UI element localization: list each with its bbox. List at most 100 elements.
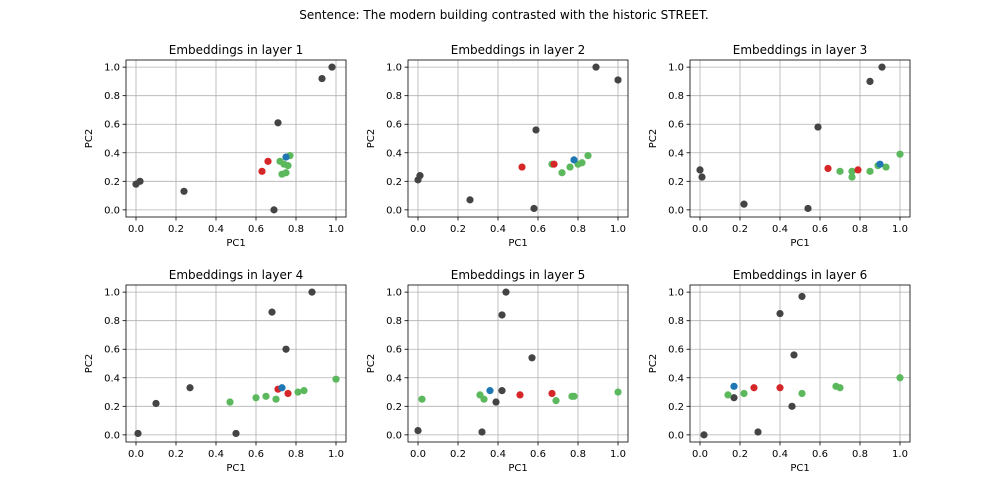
scatter-point-other	[532, 126, 540, 134]
scatter-point-other	[700, 431, 708, 439]
scatter-point-green	[740, 389, 748, 398]
scatter-point-green	[896, 150, 904, 158]
subplot-layer-6: 0.0 0.2 0.4 0.6 0.8 1.0 0.0 0.2 0.4 0.6 0.8 1.0 Embe…	[648, 268, 911, 474]
scatter-point-other	[592, 63, 600, 71]
scatter-point-other	[530, 204, 538, 213]
x-tick-label: 0.4	[208, 449, 224, 460]
scatter-point-blue	[876, 160, 884, 168]
subplot-title: Embeddings in layer 2	[451, 43, 585, 57]
scatter-point-green	[558, 169, 566, 177]
x-tick-label: 0.6	[248, 224, 264, 235]
scatter-point-green	[848, 173, 856, 181]
scatter-point-green	[836, 167, 844, 175]
scatter-point-target	[548, 389, 556, 398]
figure-title: Sentence: The modern building contrasted…	[299, 8, 709, 22]
subplot-title: Embeddings in layer 4	[169, 268, 303, 282]
scatter-point-green	[272, 395, 280, 403]
scatter-point-green	[614, 388, 622, 396]
x-axis-label: PC1	[790, 463, 809, 474]
scatter-point-other	[152, 399, 160, 408]
x-tick-label: 0.0	[692, 449, 708, 460]
scatter-point-blue	[570, 156, 578, 164]
y-axis-label: PC2	[84, 354, 95, 373]
scatter-point-green	[332, 375, 340, 383]
scatter-point-other	[232, 429, 240, 438]
scatter-point-green	[566, 163, 574, 171]
scatter-point-blue	[282, 153, 290, 161]
y-tick-label: 0.8	[386, 316, 402, 327]
axes-frame	[689, 59, 911, 218]
scatter-point-other	[788, 402, 796, 410]
scatter-point-green	[724, 391, 732, 399]
scatter-point-other	[328, 63, 336, 71]
x-tick-label: 1.0	[892, 449, 908, 460]
y-tick-label: 1.0	[668, 288, 684, 299]
axes-frame	[407, 59, 629, 218]
x-tick-label: 0.8	[852, 449, 868, 460]
scatter-point-other	[136, 177, 144, 185]
scatter-point-other	[134, 429, 142, 438]
y-tick-label: 0.2	[668, 177, 684, 188]
scatter-point-blue	[730, 382, 738, 390]
x-tick-label: 0.2	[168, 449, 184, 460]
scatter-point-green	[570, 392, 578, 400]
y-tick-label: 1.0	[104, 288, 120, 299]
y-tick-label: 0.4	[104, 373, 120, 384]
scatter-point-green	[896, 374, 904, 382]
axes-frame	[407, 284, 629, 443]
subplot-title: Embeddings in layer 6	[733, 268, 867, 282]
x-tick-label: 1.0	[892, 224, 908, 235]
x-tick-label: 0.8	[288, 224, 304, 235]
scatter-point-other	[790, 351, 798, 359]
scatter-point-other	[466, 196, 474, 204]
scatter-point-other	[502, 288, 510, 296]
y-tick-label: 0.8	[386, 91, 402, 102]
y-tick-label: 1.0	[104, 63, 120, 74]
axes-frame	[689, 284, 911, 443]
scatter-point-other	[318, 74, 326, 83]
scatter-point-green	[848, 167, 856, 175]
y-tick-label: 0.0	[386, 430, 402, 441]
x-tick-label: 0.0	[410, 449, 426, 460]
x-tick-label: 0.2	[168, 224, 184, 235]
scatter-point-blue	[278, 384, 286, 392]
y-tick-label: 0.0	[104, 205, 120, 216]
y-tick-label: 0.4	[386, 373, 402, 384]
scatter-point-other	[478, 428, 486, 436]
subplot-layer-1: 0.0 0.2 0.4 0.6 0.8 1.0 0.0 0.2 0.4 0.6 0.8 1.0 Embe…	[84, 43, 347, 249]
x-axis-label: PC1	[508, 463, 527, 474]
subplot-layer-3: 0.0 0.2 0.4 0.6 0.8 1.0 0.0 0.2 0.4 0.6 0.8 1.0 Embe…	[648, 43, 911, 249]
x-tick-label: 0.8	[570, 449, 586, 460]
axes-frame	[125, 284, 347, 443]
subplot-title: Embeddings in layer 3	[733, 43, 867, 57]
y-tick-label: 0.8	[668, 316, 684, 327]
scatter-point-green	[252, 394, 260, 402]
x-tick-label: 0.6	[812, 449, 828, 460]
y-axis-label: PC2	[648, 354, 659, 373]
y-axis-label: PC2	[648, 129, 659, 148]
scatter-point-green	[866, 167, 874, 175]
scatter-point-target	[516, 391, 524, 399]
scatter-point-target	[776, 384, 784, 392]
scatter-point-other	[878, 63, 886, 71]
x-axis-label: PC1	[226, 238, 245, 249]
y-tick-label: 0.2	[386, 402, 402, 413]
x-axis-label: PC1	[790, 238, 809, 249]
x-tick-label: 0.6	[812, 224, 828, 235]
scatter-point-other	[270, 206, 278, 214]
x-tick-label: 1.0	[328, 224, 344, 235]
scatter-point-target	[518, 163, 526, 171]
scatter-point-other	[268, 308, 276, 316]
scatter-point-other	[180, 187, 188, 195]
scatter-point-green	[284, 162, 292, 170]
y-tick-label: 0.4	[104, 148, 120, 159]
x-tick-label: 0.4	[208, 224, 224, 235]
scatter-point-other	[804, 204, 812, 213]
scatter-point-green	[882, 163, 890, 171]
y-tick-label: 0.8	[104, 91, 120, 102]
scatter-point-target	[550, 160, 558, 168]
x-tick-label: 1.0	[328, 449, 344, 460]
y-tick-label: 1.0	[386, 288, 402, 299]
scatter-point-green	[418, 395, 426, 403]
